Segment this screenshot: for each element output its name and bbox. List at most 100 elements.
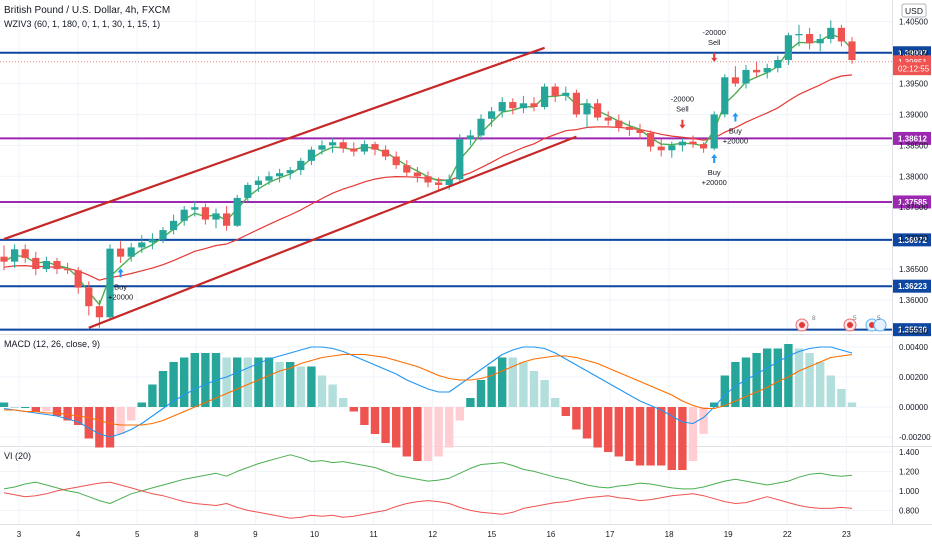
macd-histogram-bar xyxy=(646,407,655,466)
macd-histogram-bar xyxy=(158,371,168,407)
price-tick-label: 1.35500 xyxy=(899,327,928,336)
macd-histogram-bar xyxy=(222,357,231,407)
macd-histogram-bar xyxy=(445,407,454,448)
flag-icon[interactable]: 5 xyxy=(843,315,857,332)
time-tick-label: 5 xyxy=(135,530,140,539)
candle-body xyxy=(689,141,697,145)
buy-signal-label: Buy xyxy=(708,168,721,177)
flag-icon[interactable]: 5 xyxy=(865,315,887,332)
candle-body xyxy=(403,165,411,173)
candle-body xyxy=(583,103,591,115)
price-level-tag xyxy=(893,233,931,247)
horizontal-levels[interactable]: 1.35520 1.36223 1.36972 1.37585 1.38612 1.399… xyxy=(0,46,931,337)
macd-histogram-bar xyxy=(317,375,327,407)
macd-tick-label: 0.00200 xyxy=(899,373,928,382)
candle-body xyxy=(117,248,125,257)
time-axis[interactable]: 3 4 5 8 9 10 11 12 15 16 17 18 19 22 23 xyxy=(17,530,852,539)
macd-histogram-bar xyxy=(169,362,178,407)
candle-body xyxy=(848,41,856,60)
macd-histogram-bar xyxy=(582,407,592,439)
candle-body xyxy=(191,207,199,210)
time-tick-label: 10 xyxy=(310,530,319,539)
macd-histogram-bar xyxy=(381,407,390,443)
time-tick-label: 19 xyxy=(724,530,733,539)
candle-body xyxy=(445,179,453,185)
time-tick-label: 15 xyxy=(487,530,496,539)
macd-histogram-bar xyxy=(286,362,295,407)
candle-body xyxy=(551,86,559,96)
channel-lower-line[interactable] xyxy=(88,135,577,329)
macd-histogram-bar xyxy=(264,357,274,407)
macd-tick-label: 0.00000 xyxy=(899,403,928,412)
candle-body xyxy=(32,257,40,270)
price-tick-label: 1.39000 xyxy=(899,110,928,119)
macd-histogram-bar xyxy=(413,407,422,461)
candle-body xyxy=(286,170,294,174)
candle-body xyxy=(625,126,633,130)
badge-count: 5 xyxy=(877,315,881,322)
indicator-label: WZIV3 (60, 1, 180, 0, 1, 1, 30, 1, 15, 1… xyxy=(4,19,160,29)
candle-body xyxy=(562,92,570,96)
macd-histogram-bar xyxy=(678,407,687,470)
macd-histogram-bar xyxy=(466,398,475,407)
candle-body xyxy=(201,207,209,220)
buy-arrow-icon xyxy=(117,268,124,278)
candle-body xyxy=(223,213,231,226)
candle-body xyxy=(477,118,485,136)
macd-histogram-bar xyxy=(116,407,125,434)
candle-body xyxy=(53,261,61,270)
trend-channel[interactable] xyxy=(3,46,577,329)
candle-body xyxy=(753,69,761,73)
macd-histogram-bar xyxy=(21,407,30,408)
time-tick-label: 22 xyxy=(783,530,792,539)
macd-histogram-bar xyxy=(837,389,846,407)
macd-histogram-bar xyxy=(243,357,252,407)
channel-upper-line[interactable] xyxy=(3,46,545,241)
macd-histogram-bar xyxy=(508,357,517,407)
macd-histogram-bar xyxy=(0,402,9,407)
candle-body xyxy=(371,144,379,150)
current-price-tag xyxy=(893,62,931,76)
vi-plus-line xyxy=(3,454,853,504)
macd-histogram-bar xyxy=(42,407,51,412)
candle-body xyxy=(233,197,241,226)
macd-histogram-bar xyxy=(10,407,19,408)
macd-histogram-bar xyxy=(805,353,814,407)
price-level-tag xyxy=(893,195,931,209)
sell-arrow-icon xyxy=(711,52,718,62)
price-tick-label: 1.37500 xyxy=(899,203,928,212)
candle-body xyxy=(541,86,549,108)
price-tick-label: 1.38000 xyxy=(899,172,928,181)
macd-histogram-bar xyxy=(296,366,305,407)
candle-body xyxy=(530,103,538,108)
candle-body xyxy=(392,156,400,166)
candle-body xyxy=(85,287,93,307)
macd-histogram-bar xyxy=(434,407,443,457)
price-level-label: 1.39997 xyxy=(898,49,927,58)
price-level-label: 1.36223 xyxy=(898,282,927,291)
macd-histogram-bar xyxy=(763,348,772,407)
candle-body xyxy=(657,146,665,151)
macd-histogram-bar xyxy=(233,357,242,407)
macd-histogram-bar xyxy=(137,402,146,407)
currency-button[interactable]: USD xyxy=(901,3,927,18)
time-tick-label: 11 xyxy=(369,530,378,539)
macd-histogram-bar xyxy=(529,371,539,407)
event-badges[interactable]: 8 5 5 xyxy=(795,315,887,332)
candle-body xyxy=(170,220,178,231)
currency-label: USD xyxy=(905,6,923,16)
price-axis[interactable]: 1.40500 1.40000 1.39500 1.39000 1.38500 1.380… xyxy=(899,18,931,516)
candle-body xyxy=(509,102,517,109)
candle-body xyxy=(382,149,390,157)
flag-icon[interactable]: 8 xyxy=(795,315,816,332)
macd-histogram-bar xyxy=(190,353,199,407)
vi-tick-label: 0.800 xyxy=(899,506,920,515)
candle-body xyxy=(488,111,496,119)
macd-histogram-bar xyxy=(360,407,369,425)
macd-histogram-bar xyxy=(657,407,666,466)
macd-title: MACD (12, 26, close, 9) xyxy=(4,339,100,349)
macd-histogram-bar xyxy=(731,362,740,407)
macd-histogram-bar xyxy=(741,357,751,407)
macd-histogram-bar xyxy=(487,366,496,407)
